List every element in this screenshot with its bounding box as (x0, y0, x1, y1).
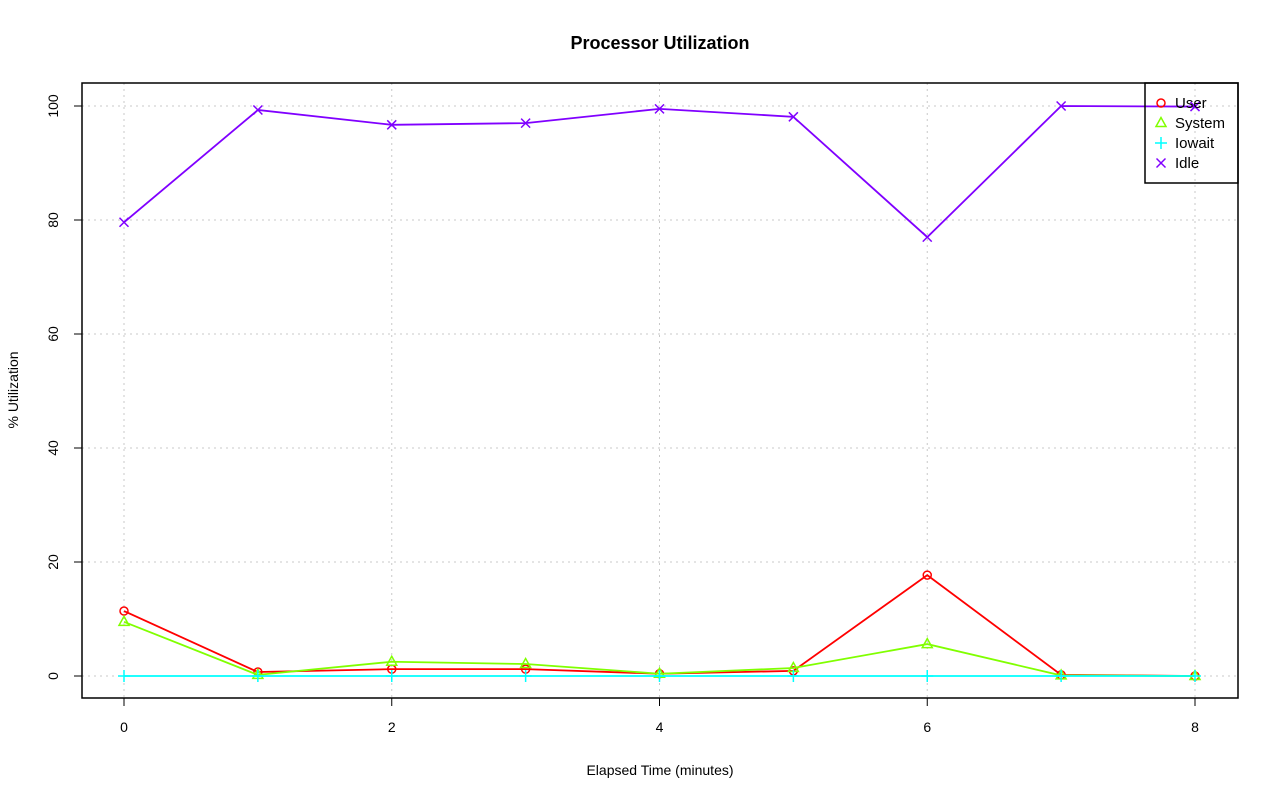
x-tick-label: 6 (923, 719, 931, 735)
x-tick-label: 8 (1191, 719, 1199, 735)
data-point-iowait (519, 670, 532, 682)
data-point-iowait (787, 670, 800, 682)
data-point-system (117, 614, 131, 627)
data-point-iowait (1189, 670, 1201, 682)
y-tick-label: 40 (45, 440, 61, 456)
series-idle (118, 100, 1201, 243)
series-iowait (118, 670, 1201, 682)
data-point-iowait (251, 670, 264, 682)
legend: User System Iowait Idle (1144, 82, 1239, 184)
y-tick-label: 0 (45, 672, 61, 680)
legend-label-system: System (1175, 115, 1225, 132)
y-tick-label: 80 (45, 212, 61, 228)
data-point-system (519, 656, 532, 669)
data-point-iowait (385, 670, 398, 682)
legend-box (1144, 82, 1239, 184)
legend-system-icon (1154, 115, 1168, 128)
data-point-idle (922, 232, 933, 243)
legend-label-idle: Idle (1175, 155, 1199, 172)
legend-label-user: User (1175, 95, 1207, 112)
data-point-iowait (118, 670, 130, 682)
legend-user-icon (1156, 98, 1166, 108)
legend-label-iowait: Iowait (1175, 135, 1215, 152)
data-point-idle (520, 118, 531, 129)
data-point-idle (386, 119, 397, 130)
y-tick-label: 20 (45, 554, 61, 570)
data-point-iowait (921, 670, 934, 682)
legend-idle-icon (1155, 157, 1167, 169)
data-point-idle (252, 104, 263, 116)
data-point-system (920, 637, 934, 649)
series-group (117, 100, 1202, 682)
data-point-iowait (1055, 670, 1068, 682)
data-point-idle (788, 111, 799, 122)
y-tick-label: 60 (45, 326, 61, 342)
plot-frame (81, 82, 1239, 699)
data-point-idle (1189, 101, 1201, 112)
legend-iowait-icon (1155, 137, 1167, 149)
data-point-user (922, 570, 932, 580)
x-axis-label: Elapsed Time (minutes) (586, 762, 733, 778)
x-tick-label: 2 (388, 719, 396, 735)
x-tick-label: 0 (120, 719, 128, 735)
data-point-system (385, 654, 399, 666)
data-point-idle (118, 217, 130, 228)
grid (82, 83, 1238, 698)
chart-title: Processor Utilization (570, 33, 749, 53)
y-axis-label: % Utilization (5, 351, 21, 428)
data-point-idle (654, 103, 665, 114)
data-point-iowait (653, 670, 666, 682)
x-tick-label: 4 (656, 719, 664, 735)
data-point-idle (1056, 100, 1067, 112)
y-tick-label: 100 (45, 94, 61, 118)
